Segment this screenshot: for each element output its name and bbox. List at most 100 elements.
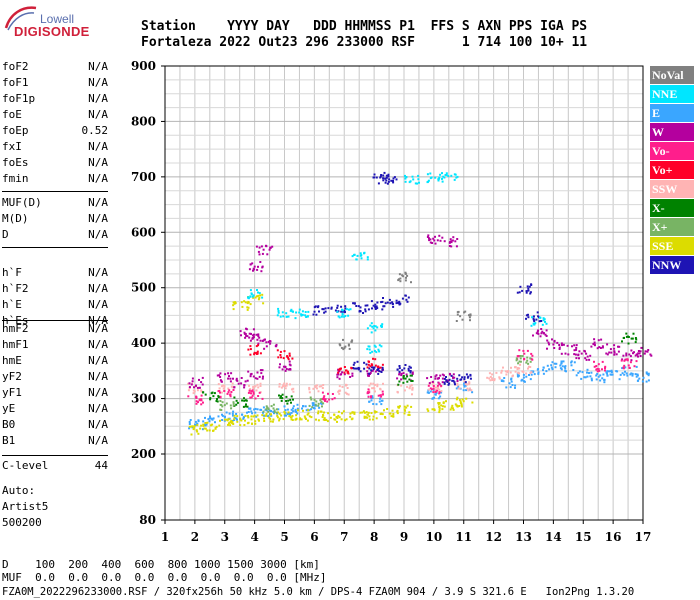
echo-point-nnw [540, 320, 543, 322]
echo-point-w [431, 380, 434, 383]
echo-point-w [575, 346, 578, 349]
echo-point-nnw [398, 365, 401, 367]
echo-point-nne [294, 317, 297, 320]
param-name: yF2 [2, 370, 22, 383]
echo-point-e [606, 372, 608, 375]
echo-point-sse [396, 412, 399, 415]
echo-point-nnw [355, 305, 358, 307]
echo-point-w [400, 378, 403, 381]
echo-point-w [262, 375, 264, 378]
echo-point-vominus [438, 382, 441, 385]
echo-point-sse [440, 404, 443, 407]
param-row-clevel: C-level 44 [2, 459, 108, 475]
param-value: N/A [88, 402, 108, 415]
param-value: N/A [88, 282, 108, 295]
echo-point-sse [297, 409, 299, 412]
echo-point-nnw [371, 366, 373, 369]
echo-point-vominus [324, 398, 327, 401]
echo-point-ssw [440, 390, 443, 393]
y-tick-label: 400 [131, 336, 156, 350]
echo-point-e [432, 388, 435, 391]
echo-point-e [596, 372, 599, 375]
echo-point-e [573, 361, 576, 364]
echo-point-e [548, 368, 551, 371]
echo-point-ssw [436, 386, 439, 389]
echo-point-nnw [356, 360, 359, 363]
echo-point-sse [441, 405, 444, 408]
echo-point-w [615, 353, 618, 356]
echo-point-w [649, 353, 652, 356]
param-value: N/A [88, 322, 108, 335]
echo-point-nne [306, 315, 309, 318]
echo-point-nne [378, 344, 381, 347]
echo-point-e [302, 405, 305, 408]
echo-point-nnw [387, 180, 390, 183]
echo-point-nnw [373, 173, 376, 176]
echo-point-w [257, 335, 260, 338]
echo-point-nnw [379, 176, 382, 179]
echo-point-vominus [331, 393, 334, 395]
echo-point-w [260, 372, 263, 375]
echo-point-nnw [403, 367, 406, 370]
echo-point-e [599, 374, 602, 377]
echo-point-xminus [632, 332, 635, 335]
param-value: N/A [88, 338, 108, 351]
echo-point-sse [403, 408, 406, 411]
param-row-md: M(D) N/A [2, 212, 108, 228]
echo-point-nnw [527, 287, 530, 290]
echo-point-w [198, 378, 200, 381]
echo-point-nnw [388, 298, 391, 301]
echo-point-w [443, 240, 446, 243]
echo-point-e [372, 403, 375, 405]
echo-point-sse [438, 409, 441, 412]
echo-point-vominus [223, 390, 226, 392]
echo-point-ssw [456, 384, 459, 387]
echo-point-nnw [313, 306, 316, 309]
echo-point-e [603, 381, 606, 384]
echo-point-e [201, 428, 204, 431]
echo-point-w [249, 375, 252, 378]
echo-point-vominus [635, 360, 638, 363]
echo-point-e [188, 423, 191, 425]
echo-point-sse [230, 419, 233, 422]
echo-point-sse [327, 412, 330, 415]
echo-point-voplus [288, 354, 291, 357]
echo-point-nnw [363, 367, 366, 370]
echo-point-voplus [366, 366, 369, 369]
echo-point-sse [363, 411, 366, 414]
echo-point-w [287, 368, 290, 371]
echo-point-w [269, 246, 272, 249]
echo-point-w [456, 380, 459, 382]
echo-point-sse [190, 433, 193, 436]
echo-point-nnw [527, 316, 530, 319]
echo-point-w [246, 379, 249, 382]
echo-point-w [284, 369, 287, 372]
echo-point-vominus [623, 359, 626, 362]
echo-point-sse [215, 425, 218, 428]
param-value: N/A [88, 76, 108, 89]
echo-point-w [240, 377, 243, 379]
echo-point-sse [210, 424, 212, 427]
echo-point-xplus [309, 396, 312, 399]
echo-point-nnw [372, 304, 375, 307]
echo-point-nnw [340, 305, 343, 308]
echo-point-e [457, 385, 460, 388]
echo-point-e [263, 414, 266, 417]
echo-point-sse [359, 411, 362, 414]
echo-point-sse [445, 400, 447, 403]
echo-point-w [585, 358, 588, 361]
echo-point-nnw [373, 366, 376, 369]
echo-point-e [611, 373, 614, 376]
echo-point-w [613, 344, 616, 347]
echo-point-noval [410, 281, 412, 284]
echo-point-xplus [515, 359, 518, 362]
echo-point-nnw [538, 320, 541, 323]
echo-point-w [560, 352, 563, 355]
echo-point-noval [339, 344, 342, 347]
echo-point-nnw [375, 176, 378, 179]
echo-point-w [431, 242, 434, 244]
echo-point-w [278, 366, 281, 369]
echo-point-ssw [285, 384, 288, 387]
panel-divider [2, 455, 108, 456]
echo-point-ssw [464, 383, 467, 386]
